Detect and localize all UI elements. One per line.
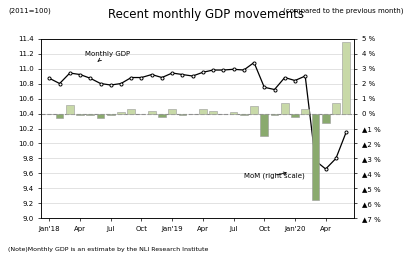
- Bar: [117, 112, 125, 114]
- Bar: [322, 114, 330, 123]
- Bar: [209, 111, 217, 114]
- Bar: [169, 109, 176, 114]
- Text: (2011=100): (2011=100): [8, 8, 51, 14]
- Bar: [281, 103, 288, 114]
- Text: Monthly GDP: Monthly GDP: [85, 51, 130, 61]
- Bar: [56, 114, 63, 118]
- Bar: [178, 114, 186, 115]
- Bar: [332, 103, 340, 114]
- Bar: [301, 109, 309, 114]
- Bar: [260, 114, 268, 136]
- Bar: [148, 111, 156, 114]
- Bar: [250, 106, 258, 114]
- Bar: [291, 114, 299, 116]
- Bar: [127, 109, 135, 114]
- Bar: [311, 114, 319, 200]
- Bar: [271, 114, 279, 115]
- Bar: [342, 42, 350, 114]
- Text: (compared to the previous month): (compared to the previous month): [283, 8, 404, 14]
- Bar: [76, 114, 84, 115]
- Text: MoM (right scale): MoM (right scale): [244, 172, 304, 179]
- Bar: [240, 114, 248, 115]
- Bar: [66, 105, 74, 114]
- Bar: [158, 114, 166, 116]
- Bar: [87, 114, 94, 115]
- Bar: [199, 109, 207, 114]
- Bar: [230, 112, 237, 114]
- Text: (Note)Monthly GDP is an estimate by the NLI Research Institute: (Note)Monthly GDP is an estimate by the …: [8, 247, 208, 252]
- Text: Recent monthly GDP movements: Recent monthly GDP movements: [108, 8, 304, 21]
- Bar: [107, 114, 115, 115]
- Bar: [97, 114, 104, 118]
